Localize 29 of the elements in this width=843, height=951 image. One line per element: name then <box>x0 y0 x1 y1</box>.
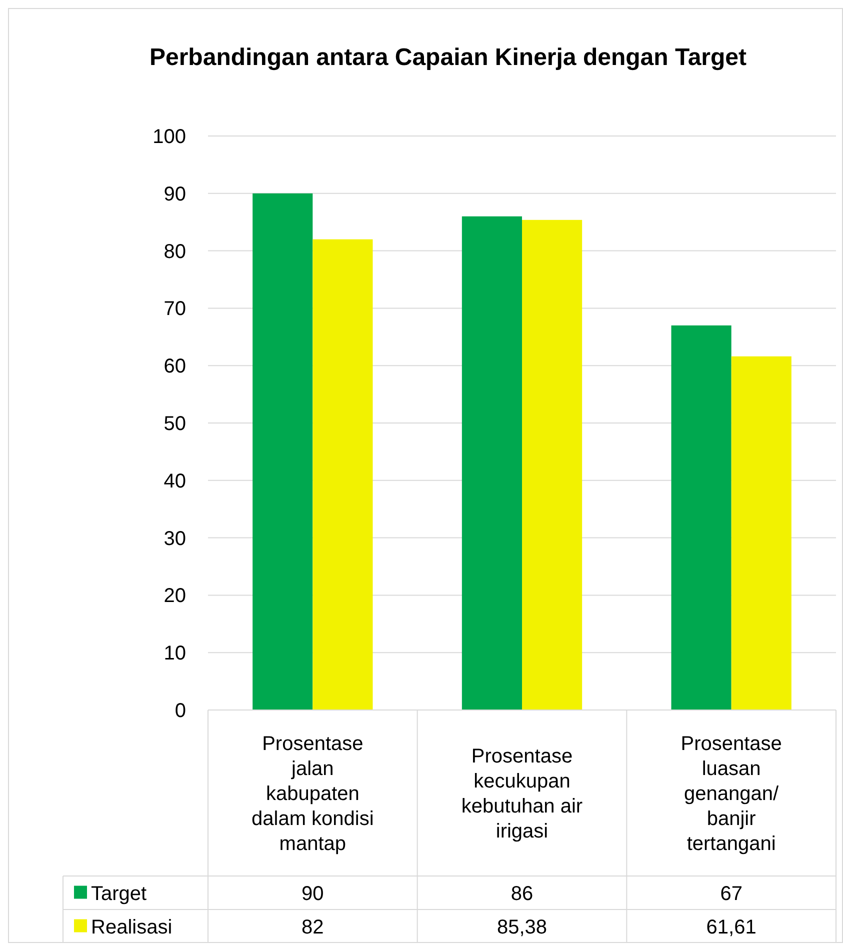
data-label: 90 <box>302 882 324 905</box>
bar <box>462 216 522 710</box>
y-tick-label: 90 <box>164 183 186 206</box>
chart-title: Perbandingan antara Capaian Kinerja dengan Target <box>149 44 747 71</box>
y-tick-label: 20 <box>164 585 186 608</box>
data-label: 61,61 <box>706 916 756 938</box>
y-tick-label: 60 <box>164 356 186 378</box>
y-tick-label: 50 <box>164 413 186 435</box>
data-label: 85,38 <box>496 916 548 938</box>
legend-label: Realisasi <box>91 916 172 938</box>
x-tick-label: Prosentase kecukupan kebutuhan air irigasi <box>461 746 583 842</box>
bar <box>671 325 732 710</box>
y-tick-label: 70 <box>164 298 186 320</box>
y-tick-label: 40 <box>164 470 186 492</box>
bar <box>731 356 792 710</box>
y-tick-label: 30 <box>164 528 186 550</box>
bar <box>252 193 313 710</box>
x-tick-label: Prosentase jalan kabupaten dalam kondisi mantap <box>252 733 374 855</box>
bar <box>522 220 582 710</box>
x-tick-label: Prosentase luasan genangan/ banjir tertangani <box>680 733 782 855</box>
y-tick-label: 80 <box>164 240 186 263</box>
bar <box>312 239 373 710</box>
y-tick-label: 100 <box>152 126 186 148</box>
data-label: 67 <box>720 882 742 905</box>
y-tick-label: 10 <box>164 642 186 665</box>
data-label: 86 <box>510 882 534 905</box>
y-tick-label: 0 <box>174 700 186 722</box>
legend-label: Target <box>91 882 148 905</box>
data-label: 82 <box>302 916 324 938</box>
